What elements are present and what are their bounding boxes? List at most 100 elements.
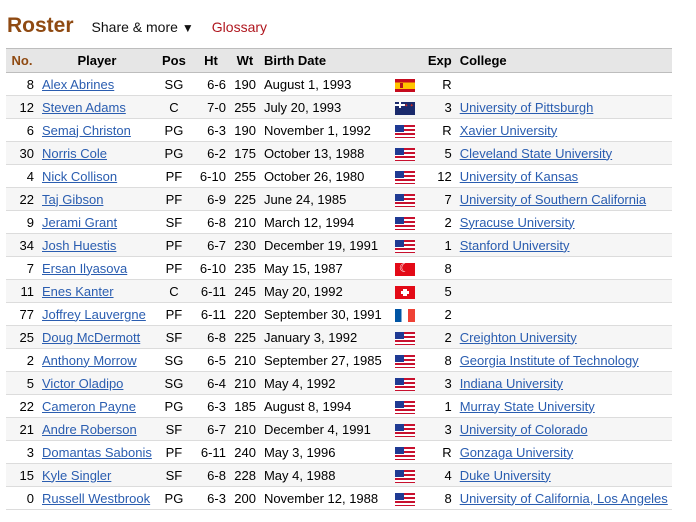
player-link[interactable]: Russell Westbrook <box>42 490 151 506</box>
player-link[interactable]: Josh Huestis <box>42 237 117 253</box>
birth-date-cell: May 4, 1992 <box>259 371 386 395</box>
college-link[interactable]: Indiana University <box>459 375 564 391</box>
birth-date: October 13, 1988 <box>263 145 365 161</box>
college-link[interactable]: University of Southern California <box>459 191 647 207</box>
birth-date-cell: May 3, 1996 <box>259 440 386 464</box>
birth-date-cell: May 15, 1987 <box>259 256 386 280</box>
position: PF <box>165 191 183 207</box>
position-cell: PF <box>155 302 192 326</box>
player-link[interactable]: Domantas Sabonis <box>42 444 152 460</box>
share-label[interactable]: Share & more <box>91 19 178 35</box>
table-row: 6 Semaj Christon PG 6-3 190 November 1, 1992 R… <box>6 118 672 142</box>
college-link[interactable]: Syracuse University <box>459 214 575 230</box>
col-header-wt[interactable]: Wt <box>229 48 260 73</box>
height: 6-7 <box>207 237 226 253</box>
experience-cell: 2 <box>423 210 456 234</box>
weight: 210 <box>234 375 256 391</box>
player-link[interactable]: Steven Adams <box>42 99 126 115</box>
height-cell: 6-9 <box>191 187 230 211</box>
player-link[interactable]: Nick Collison <box>42 168 118 184</box>
college-link[interactable]: Cleveland State University <box>459 145 613 161</box>
experience: 2 <box>444 214 452 230</box>
birth-date: September 27, 1985 <box>263 352 382 368</box>
player-link[interactable]: Enes Kanter <box>42 283 114 299</box>
flag-cell <box>385 256 424 280</box>
flag-us-icon <box>394 239 415 253</box>
player-link[interactable]: Anthony Morrow <box>42 352 137 368</box>
col-header-exp[interactable]: Exp <box>423 48 456 73</box>
col-header-flag[interactable] <box>385 48 424 73</box>
position-cell: SF <box>155 463 192 487</box>
experience-cell: R <box>423 440 456 464</box>
weight-cell: 200 <box>229 486 260 510</box>
weight: 210 <box>234 352 256 368</box>
position: SF <box>165 421 183 437</box>
jersey-number: 22 <box>19 191 34 207</box>
birth-date-cell: November 12, 1988 <box>259 486 386 510</box>
height-cell: 6-8 <box>191 325 230 349</box>
birth-date: November 12, 1988 <box>263 490 379 506</box>
col-header-player[interactable]: Player <box>38 48 156 73</box>
player-link[interactable]: Jerami Grant <box>42 214 118 230</box>
col-header-pos[interactable]: Pos <box>155 48 192 73</box>
weight: 200 <box>234 490 256 506</box>
height: 6-4 <box>207 375 226 391</box>
jersey-number-cell: 21 <box>6 417 38 441</box>
college-cell: Murray State University <box>455 394 672 418</box>
college-link[interactable]: Duke University <box>459 467 551 483</box>
player-link[interactable]: Andre Roberson <box>42 421 137 437</box>
jersey-number: 12 <box>19 99 34 115</box>
col-header-birth-date[interactable]: Birth Date <box>259 48 386 73</box>
college-link[interactable]: Xavier University <box>459 122 558 138</box>
player-link-cell: Andre Roberson <box>38 417 156 441</box>
player-link[interactable]: Doug McDermott <box>42 329 141 345</box>
flag-cell <box>385 118 424 142</box>
chevron-down-icon[interactable]: ▼ <box>181 21 194 35</box>
weight: 225 <box>234 191 256 207</box>
table-row: 21 Andre Roberson SF 6-7 210 December 4, 1991… <box>6 417 672 441</box>
position: PF <box>165 306 183 322</box>
jersey-number-cell: 34 <box>6 233 38 257</box>
college-link[interactable]: Stanford University <box>459 237 570 253</box>
player-link[interactable]: Joffrey Lauvergne <box>42 306 146 322</box>
player-link-cell: Victor Oladipo <box>38 371 156 395</box>
table-row: 15 Kyle Singler SF 6-8 228 May 4, 1988 4 Duke U… <box>6 463 672 487</box>
glossary-link[interactable]: Glossary <box>211 19 268 35</box>
college-link[interactable]: Creighton University <box>459 329 577 345</box>
college-link[interactable]: University of California, Los Angeles <box>459 490 668 506</box>
weight-cell: 210 <box>229 371 260 395</box>
college-link[interactable]: Gonzaga University <box>459 444 574 460</box>
college-link[interactable]: University of Colorado <box>459 421 588 437</box>
player-link-cell: Kyle Singler <box>38 463 156 487</box>
college-link[interactable]: Murray State University <box>459 398 595 414</box>
jersey-number: 22 <box>19 398 34 414</box>
flag-cell <box>385 302 424 326</box>
player-link[interactable]: Victor Oladipo <box>42 375 124 391</box>
experience-cell: 12 <box>423 164 456 188</box>
experience: R <box>442 122 452 138</box>
col-header-college[interactable]: College <box>455 48 672 73</box>
player-link[interactable]: Ersan Ilyasova <box>42 260 128 276</box>
col-header-no[interactable]: No. <box>6 48 38 73</box>
position-cell: PF <box>155 187 192 211</box>
height: 6-8 <box>207 329 226 345</box>
college-link[interactable]: University of Kansas <box>459 168 579 184</box>
player-link[interactable]: Semaj Christon <box>42 122 131 138</box>
share-more-button[interactable]: Share & more ▼ <box>92 19 194 35</box>
player-link-cell: Cameron Payne <box>38 394 156 418</box>
player-link[interactable]: Taj Gibson <box>42 191 104 207</box>
player-link[interactable]: Kyle Singler <box>42 467 112 483</box>
player-link[interactable]: Norris Cole <box>42 145 108 161</box>
table-row: 22 Cameron Payne PG 6-3 185 August 8, 1994 1 Mu… <box>6 394 672 418</box>
birth-date-cell: August 1, 1993 <box>259 72 386 96</box>
college-link[interactable]: Georgia Institute of Technology <box>459 352 639 368</box>
height-cell: 6-3 <box>191 486 230 510</box>
player-link[interactable]: Cameron Payne <box>42 398 136 414</box>
position-cell: SG <box>155 348 192 372</box>
player-link[interactable]: Alex Abrines <box>42 76 115 92</box>
college-link[interactable]: University of Pittsburgh <box>459 99 594 115</box>
flag-us-icon <box>394 124 415 138</box>
col-header-ht[interactable]: Ht <box>191 48 230 73</box>
college-cell: Syracuse University <box>455 210 672 234</box>
position: PF <box>165 260 183 276</box>
